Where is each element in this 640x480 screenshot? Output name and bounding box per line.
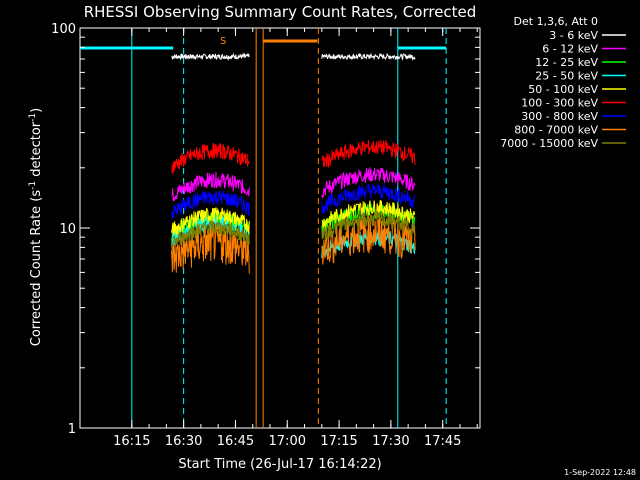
y-axis-label-suffix: ) [29,108,44,113]
legend-label: 6 - 12 keV [542,43,598,56]
y-tick-label: 10 [59,222,76,237]
y-axis-label-sup2: -1 [28,113,38,122]
series-line-7-orbit-2 [321,183,416,215]
y-axis-label-prefix: Corrected Count Rate (s [29,190,44,347]
x-tick-label: 17:30 [372,434,409,449]
saa-flag-letter: S [220,36,226,47]
series-line-6-orbit-2 [321,139,416,168]
legend-label: 7000 - 15000 keV [500,137,598,150]
series-line-5-orbit-2 [321,199,416,230]
x-tick-label: 16:30 [165,434,202,449]
legend-label: 50 - 100 keV [528,83,598,96]
legend-label: 25 - 50 keV [535,70,598,83]
series-line-9-orbit-2 [321,210,416,241]
y-axis-label: Corrected Count Rate (s-1 detector-1) [28,108,44,346]
series-line-5-orbit-1 [171,207,250,237]
y-axis-label-mid: detector [29,121,44,181]
series-line-2-orbit-1 [171,171,250,202]
y-axis-ticks: 1 10 100 [51,22,480,437]
y-tick-label: 100 [51,22,76,37]
legend-label: 3 - 6 keV [549,29,598,42]
series-line-2-orbit-2 [321,167,416,199]
y-tick-label: 1 [68,422,76,437]
timestamp: 1-Sep-2022 12:48 [564,468,636,477]
x-tick-label: 17:00 [269,434,306,449]
x-tick-label: 17:45 [424,434,461,449]
series-line-7-orbit-1 [171,190,250,219]
series-line-6-orbit-1 [171,142,250,175]
legend-label: 800 - 7000 keV [514,124,598,137]
series-line-9-orbit-1 [171,220,250,250]
series-line-1-orbit-2 [321,52,416,61]
x-tick-label: 16:45 [217,434,254,449]
y-axis-label-sup1: -1 [28,181,38,190]
legend-label: 12 - 25 keV [535,56,598,69]
x-tick-label: 17:15 [320,434,357,449]
legend-label: 100 - 300 keV [521,97,598,110]
series-line-1-orbit-1 [171,52,250,62]
chart-title: RHESSI Observing Summary Count Rates, Co… [84,3,477,21]
x-tick-label: 16:15 [113,434,150,449]
series-line-8-orbit-1 [171,223,250,274]
x-axis-ticks: 16:15 16:30 16:45 17:00 17:15 17:30 17:45 [113,28,478,449]
x-axis-label: Start Time (26-Jul-17 16:14:22) [178,457,381,472]
series-group [171,52,416,274]
legend-header: Det 1,3,6, Att 0 [514,15,598,28]
legend-label: 300 - 800 keV [521,110,598,123]
